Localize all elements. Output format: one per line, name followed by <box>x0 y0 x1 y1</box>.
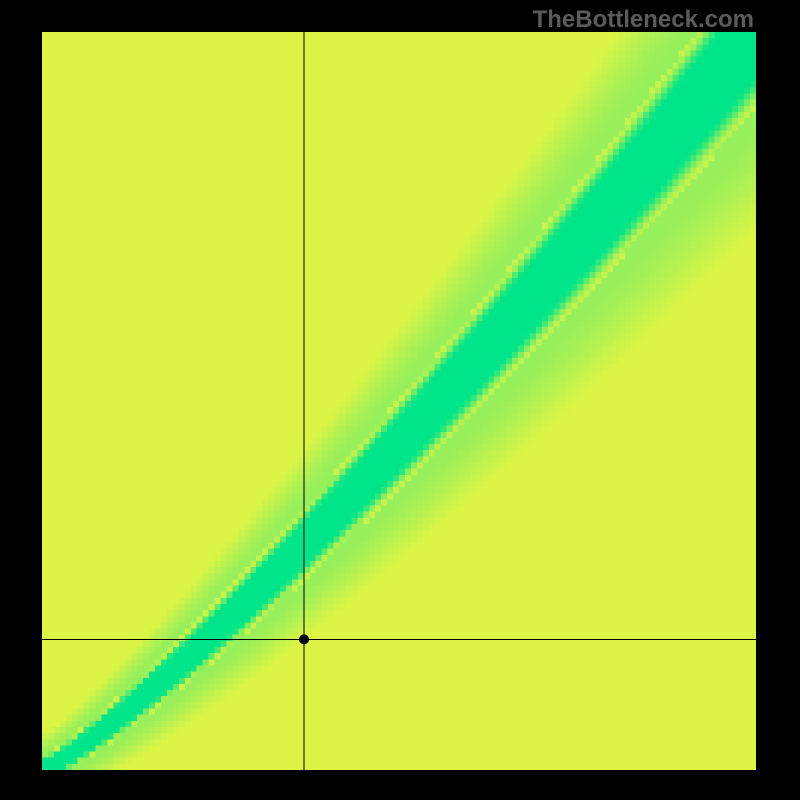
chart-container: TheBottleneck.com <box>0 0 800 800</box>
watermark-text: TheBottleneck.com <box>533 6 754 34</box>
marker-dot <box>299 634 309 644</box>
crosshair-overlay <box>42 32 756 770</box>
